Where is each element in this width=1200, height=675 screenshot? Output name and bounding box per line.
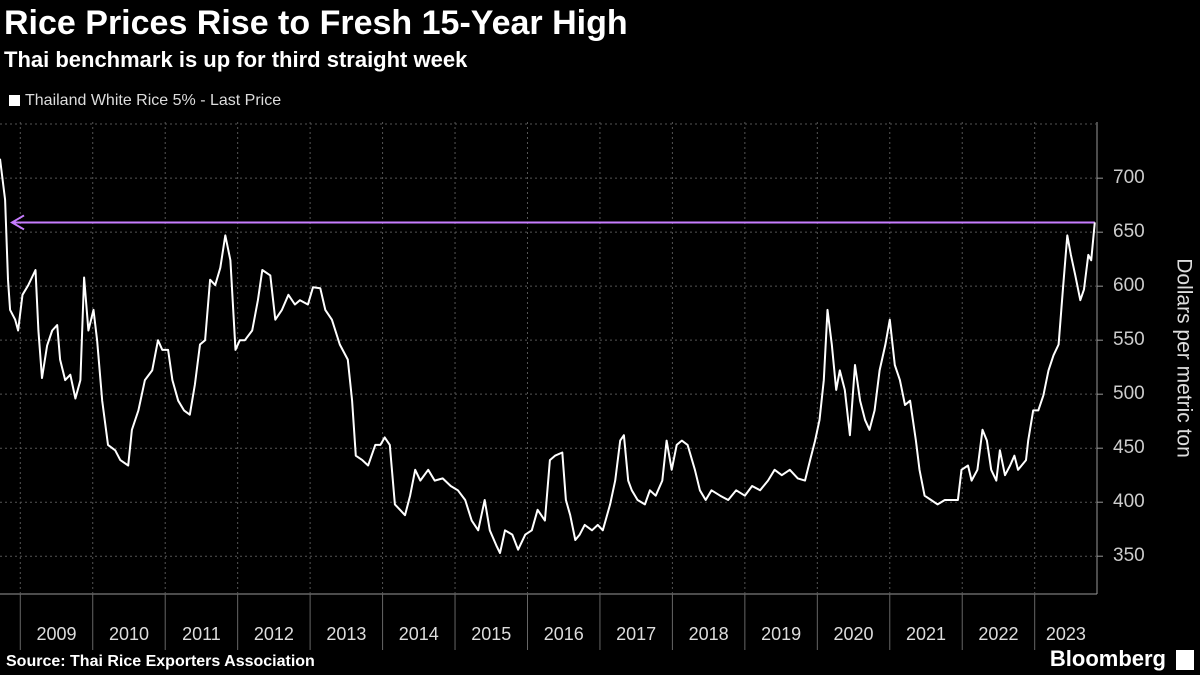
chart-title: Rice Prices Rise to Fresh 15-Year High xyxy=(4,4,628,42)
y-tick-label: 600 xyxy=(1113,275,1145,296)
x-tick-label: 2009 xyxy=(36,624,76,644)
y-tick-label: 700 xyxy=(1113,167,1145,188)
y-tick-label: 650 xyxy=(1113,221,1145,242)
reference-arrowhead xyxy=(10,214,25,231)
y-tick-label: 450 xyxy=(1113,437,1145,458)
chart-subtitle: Thai benchmark is up for third straight … xyxy=(4,47,468,72)
x-tick-label: 2021 xyxy=(906,624,946,644)
data-line xyxy=(0,158,1096,554)
x-tick-label: 2018 xyxy=(689,624,729,644)
x-tick-label: 2023 xyxy=(1046,624,1086,644)
y-tick-label: 500 xyxy=(1113,383,1145,404)
y-tick-label: 400 xyxy=(1113,491,1145,512)
x-tick-label: 2011 xyxy=(182,624,221,644)
source-note: Source: Thai Rice Exporters Association xyxy=(6,653,315,670)
x-tick-label: 2020 xyxy=(834,624,874,644)
y-axis-title: Dollars per metric ton xyxy=(1172,258,1195,458)
legend-swatch xyxy=(9,95,20,106)
x-tick-label: 2013 xyxy=(326,624,366,644)
x-tick-label: 2016 xyxy=(544,624,584,644)
legend-label: Thailand White Rice 5% - Last Price xyxy=(25,92,281,109)
x-tick-label: 2014 xyxy=(399,624,439,644)
x-tick-label: 2012 xyxy=(254,624,294,644)
x-tick-label: 2015 xyxy=(471,624,511,644)
brand-icon xyxy=(1176,650,1194,670)
y-tick-label: 350 xyxy=(1113,545,1145,566)
y-tick-label: 550 xyxy=(1113,329,1145,350)
brand: Bloomberg xyxy=(1050,646,1166,671)
x-tick-label: 2022 xyxy=(978,624,1018,644)
x-tick-label: 2010 xyxy=(109,624,149,644)
x-tick-label: 2017 xyxy=(616,624,656,644)
x-tick-label: 2019 xyxy=(761,624,801,644)
